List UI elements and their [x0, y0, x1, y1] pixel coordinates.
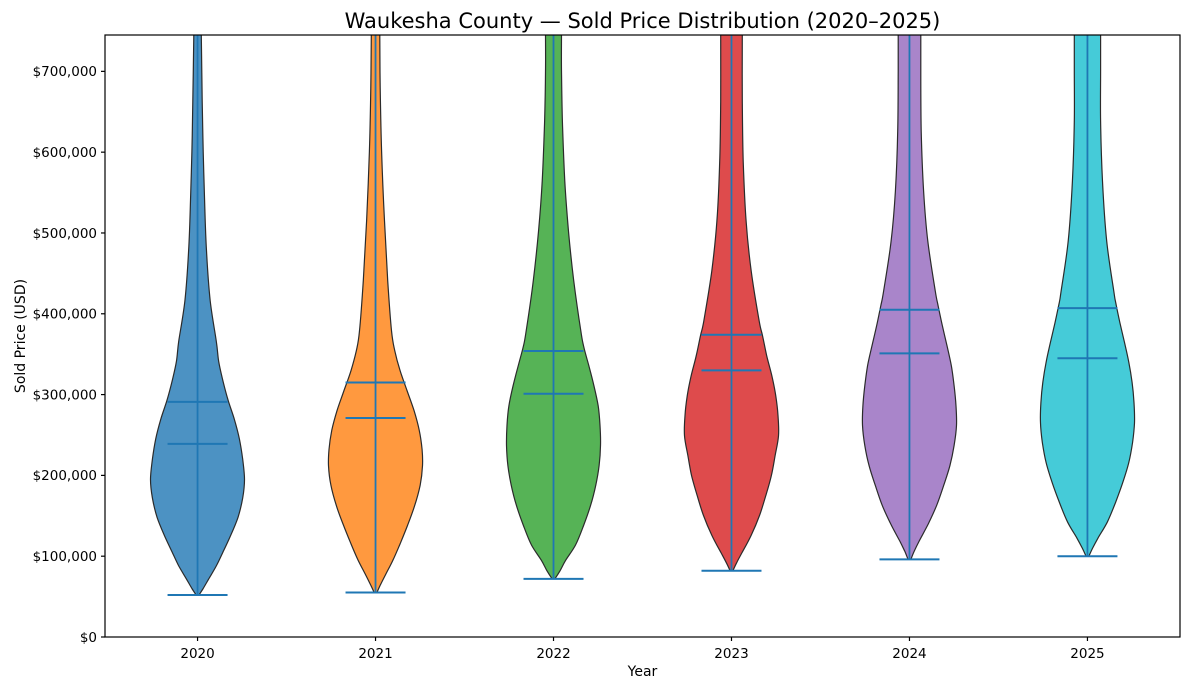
y-tick-label-5: $500,000 — [33, 226, 97, 242]
y-tick-label-6: $600,000 — [33, 145, 97, 161]
y-tick-label-2: $200,000 — [33, 468, 97, 484]
y-axis-label: Sold Price (USD) — [13, 278, 29, 394]
x-tick-label-4: 2024 — [892, 646, 926, 662]
y-axis: $0 $100,000 $200,000 $300,000 $400,000 $500,0… — [33, 64, 105, 646]
axes-frame — [104, 34, 1181, 638]
x-tick-label-5: 2025 — [1070, 646, 1104, 662]
y-tick-label-4: $400,000 — [33, 307, 97, 323]
x-tick-label-2: 2022 — [536, 646, 570, 662]
x-tick-label-0: 2020 — [180, 646, 214, 662]
x-axis-label: Year — [627, 664, 658, 680]
x-tick-label-1: 2021 — [358, 646, 392, 662]
y-tick-label-7: $700,000 — [33, 64, 97, 80]
x-tick-label-3: 2023 — [714, 646, 748, 662]
y-tick-label-1: $100,000 — [33, 549, 97, 565]
plot-area — [149, 35, 1136, 596]
y-tick-label-3: $300,000 — [33, 387, 97, 403]
y-tick-label-0: $0 — [80, 630, 97, 646]
x-axis: 2020 2021 2022 2023 2024 2025 — [180, 637, 1105, 662]
chart-title: Waukesha County — Sold Price Distributio… — [344, 9, 941, 33]
